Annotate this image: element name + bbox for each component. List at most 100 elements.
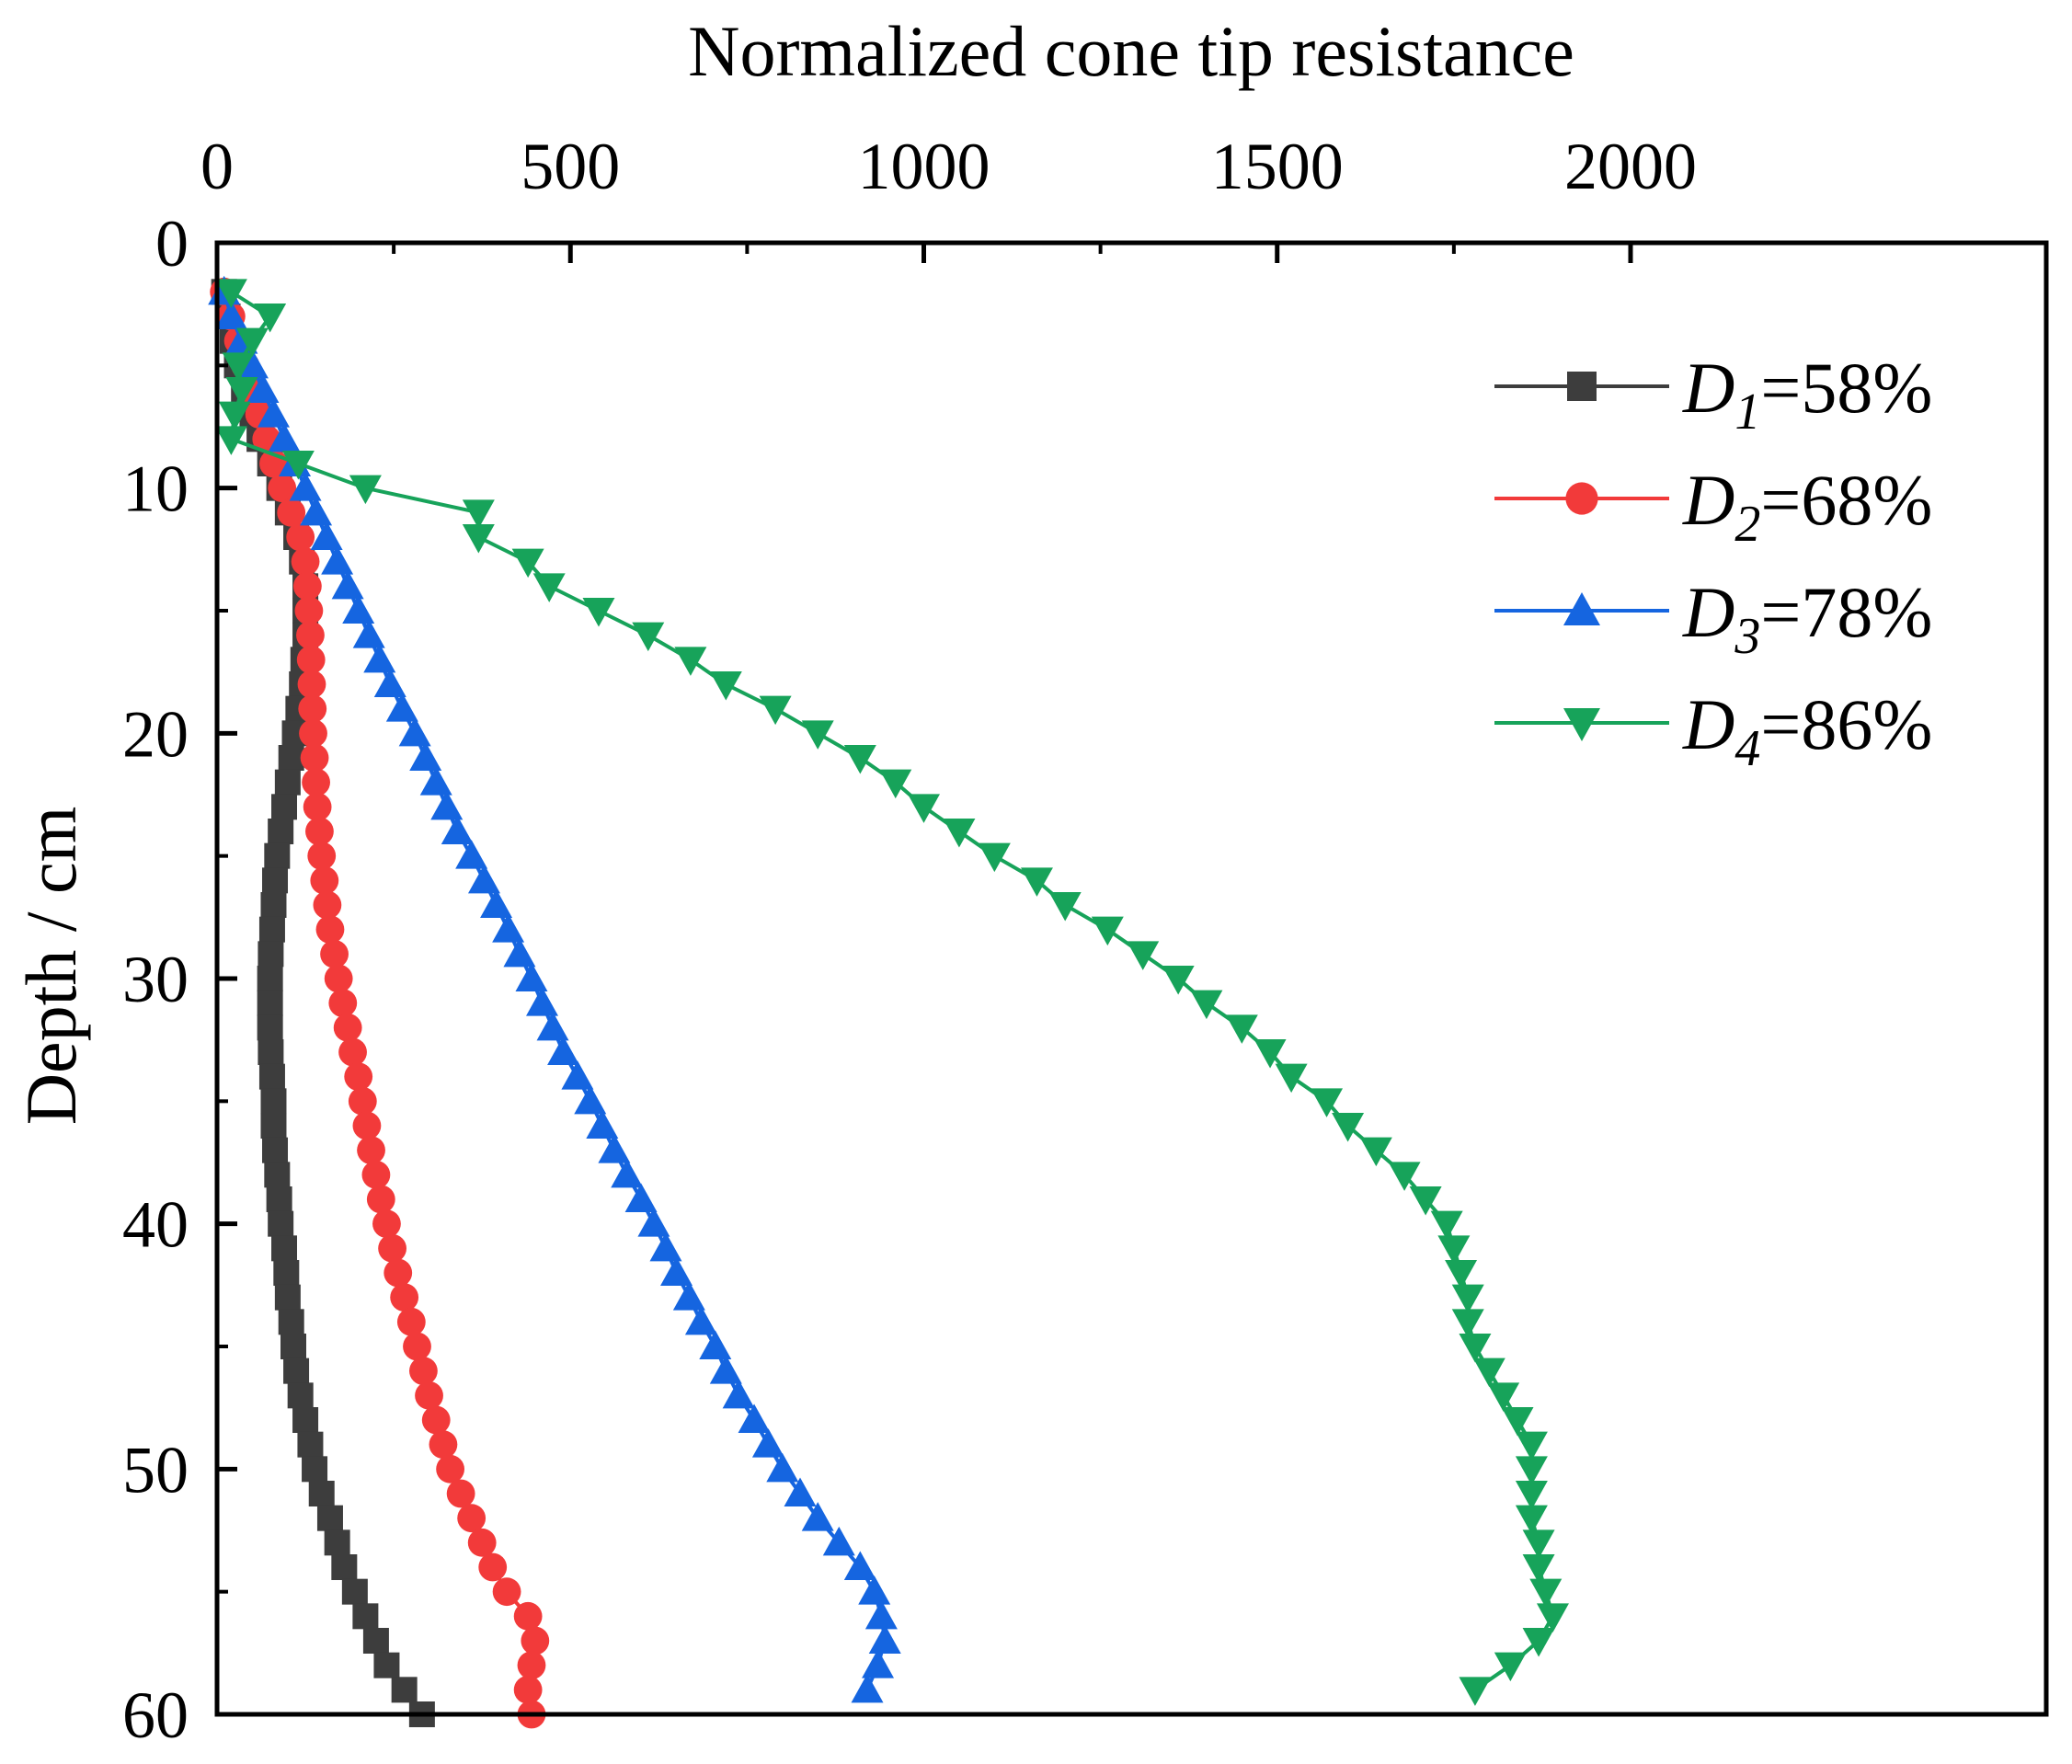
series-3-point (235, 349, 269, 379)
legend-label: D3=78% (1682, 572, 1932, 665)
series-2-point (357, 1136, 385, 1165)
series-4-point (462, 524, 495, 554)
series-4-point (214, 426, 247, 455)
series-1-point (257, 1014, 283, 1041)
series-1-point (280, 1334, 306, 1359)
series-1-point (258, 1063, 285, 1090)
series-1-point (271, 794, 298, 820)
series-4-line (229, 290, 1555, 1691)
series-3-point (637, 1208, 670, 1237)
legend-item-3: D3=78% (1494, 572, 1932, 665)
series-4-point (1359, 1137, 1392, 1167)
series-2-point (513, 1675, 543, 1704)
series-4-point (1225, 1014, 1258, 1044)
series-3-point (321, 545, 354, 575)
series-4-point (214, 279, 247, 308)
series-2-point (305, 817, 334, 846)
series-1-point (373, 1652, 400, 1678)
series-3-point (300, 496, 333, 526)
series-2-point (415, 1380, 443, 1410)
legend-marker (1565, 482, 1598, 515)
series-1-point (362, 1628, 389, 1654)
series-2-point (297, 670, 326, 699)
series-4-point (1522, 1529, 1555, 1559)
series-1-point (268, 819, 294, 844)
series-3-point (611, 1158, 644, 1188)
series-1-point (258, 1039, 284, 1065)
series-4-point (1487, 1382, 1520, 1412)
series-3-point (574, 1084, 607, 1115)
series-2-point (300, 743, 329, 773)
series-2-point (298, 694, 327, 724)
series-4-point (674, 647, 707, 676)
series-4-point (1501, 1407, 1534, 1437)
series-4-point (908, 794, 940, 823)
series-4-point (462, 499, 495, 529)
series-1-point (274, 769, 301, 796)
series-3-point (766, 1452, 799, 1483)
series-3-point (864, 1599, 898, 1630)
series-3-point (289, 472, 322, 501)
series-2-point (303, 792, 332, 821)
series-3-point (843, 1551, 876, 1580)
series-2-point (436, 1454, 465, 1483)
series-3-point (480, 888, 513, 918)
series-3-point (684, 1305, 717, 1335)
series-2-point (403, 1332, 431, 1361)
series-1-point (297, 1431, 324, 1458)
series-4-point (709, 671, 742, 701)
series-2-point (338, 1037, 367, 1067)
series-2-point (286, 522, 315, 552)
series-1-point (302, 1456, 328, 1483)
series-2-point (291, 547, 320, 577)
series-2-point (366, 1185, 395, 1214)
series-3-point (751, 1428, 784, 1458)
y-tick-label: 60 (122, 1678, 189, 1752)
series-4-point (254, 304, 287, 333)
series-2-point (296, 621, 325, 650)
series-4-point (1451, 1309, 1484, 1338)
series-4-point (218, 401, 251, 431)
legend-marker (1563, 592, 1600, 625)
series-1-point (273, 1260, 300, 1286)
series-3 (208, 275, 901, 1703)
series-3-point (455, 840, 488, 869)
series-3-point (672, 1281, 705, 1311)
series-3-point (862, 1649, 895, 1678)
series-4-point (759, 695, 792, 726)
series-1-point (283, 1357, 310, 1384)
series-2-point (310, 865, 339, 895)
y-tick-label: 30 (122, 943, 189, 1016)
series-2-point (307, 842, 337, 871)
series-1-point (287, 1382, 314, 1409)
series-2-point (296, 645, 326, 674)
y-tick-label: 20 (122, 697, 189, 771)
series-2-point (372, 1209, 401, 1239)
series-2-point (378, 1233, 406, 1263)
series-1-point (260, 1088, 287, 1115)
series-3-point (363, 643, 396, 673)
series-3-point (268, 422, 301, 452)
series-2-point (457, 1504, 487, 1533)
series-4-point (582, 598, 615, 627)
legend-label: D4=86% (1682, 684, 1932, 777)
x-tick-label: 500 (521, 130, 620, 203)
series-1-point (391, 1677, 418, 1703)
series-1-point (268, 1210, 294, 1237)
series-4-point (1522, 1554, 1555, 1584)
series-3-point (342, 594, 375, 624)
series-4-point (1515, 1481, 1548, 1510)
series-2-point (302, 768, 330, 797)
series-1-point (271, 1235, 298, 1262)
series-2-point (446, 1479, 475, 1508)
series-4-point (879, 769, 912, 799)
series-1-point (264, 1162, 291, 1188)
series-3-point (246, 373, 280, 403)
series-1-point (292, 1407, 319, 1433)
series-4-point (1162, 966, 1195, 995)
y-axis-title: Depth / cm (11, 807, 91, 1126)
series-2-point (517, 1651, 546, 1680)
y-tick-label: 10 (122, 452, 189, 526)
series-2-point (421, 1405, 451, 1435)
series-4-point (1529, 1578, 1563, 1609)
